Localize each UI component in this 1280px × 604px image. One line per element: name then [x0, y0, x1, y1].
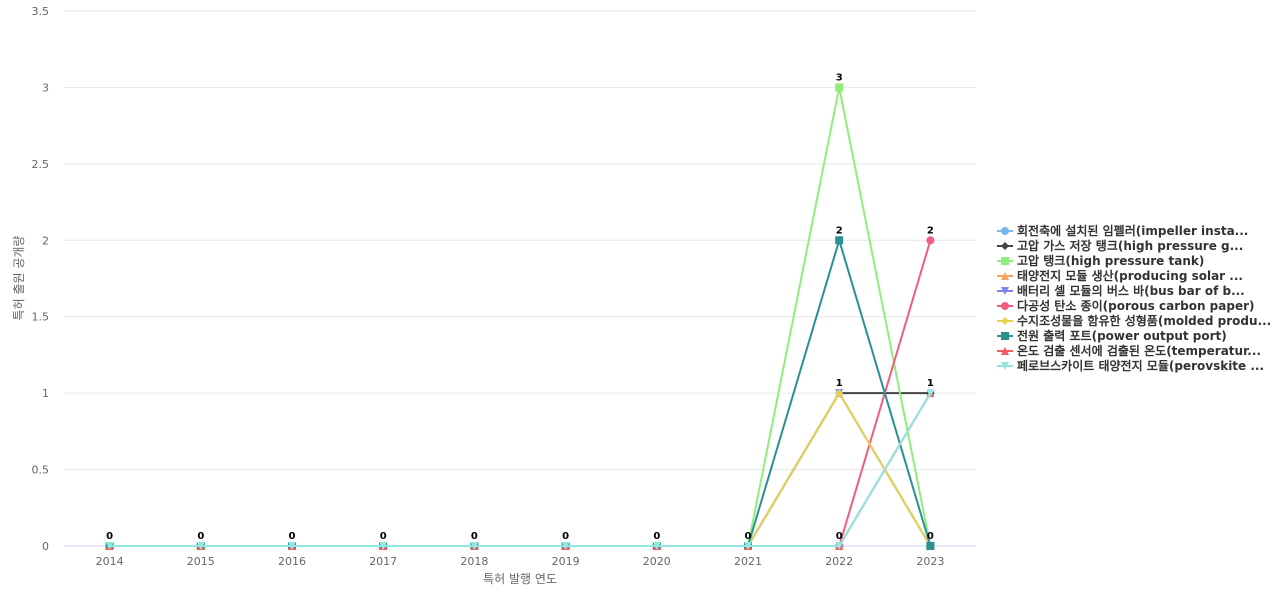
- data-point: [1001, 317, 1009, 325]
- y-tick-label: 3.5: [32, 5, 50, 18]
- y-tick-label: 2.5: [32, 158, 50, 171]
- x-tick-label: 2017: [369, 555, 397, 568]
- y-tick-label: 1.5: [32, 311, 50, 324]
- data-point: [470, 542, 479, 550]
- data-point: [288, 542, 296, 550]
- legend-label: 회전축에 설치된 임펠러(impeller insta...: [1017, 223, 1248, 238]
- series: [105, 389, 935, 550]
- data-label: 0: [106, 531, 113, 542]
- data-point: [926, 542, 935, 550]
- x-tick-label: 2015: [187, 555, 215, 568]
- data-label: 1: [927, 378, 934, 389]
- legend-label: 페로브스카이트 태양전지 모듈(perovskite ...: [1017, 358, 1264, 373]
- legend-label: 배터리 셀 모듈의 버스 바(bus bar of b...: [1017, 283, 1245, 298]
- data-label: 0: [380, 531, 387, 542]
- legend-label: 다공성 탄소 종이(porous carbon paper): [1017, 298, 1254, 313]
- data-label: 1: [836, 378, 843, 389]
- x-tick-label: 2014: [96, 555, 124, 568]
- data-label: 0: [197, 531, 204, 542]
- x-tick-label: 2023: [916, 555, 944, 568]
- legend-item: 회전축에 설치된 임펠러(impeller insta...: [997, 223, 1248, 238]
- data-point: [835, 236, 844, 245]
- x-tick-label: 2021: [734, 555, 762, 568]
- data-point: [1001, 287, 1009, 295]
- data-point: [835, 83, 844, 92]
- x-tick-label: 2016: [278, 555, 306, 568]
- legend-label: 전원 출력 포트(power output port): [1017, 328, 1227, 343]
- grid: [64, 10, 976, 547]
- data-label: 0: [289, 531, 296, 542]
- legend-item: 온도 검출 센서에 검출된 온도(temperatur...: [997, 343, 1261, 358]
- legend-item: 태양전지 모듈 생산(producing solar ...: [997, 268, 1243, 283]
- data-point: [744, 542, 752, 550]
- data-point: [835, 542, 844, 550]
- data-labels: 0 0 0 0 0 0 0 0 3 2 1 0 2 1 0: [106, 72, 934, 542]
- legend-item: 수지조성물을 함유한 성형품(molded produ...: [997, 313, 1271, 328]
- data-label: 0: [562, 531, 569, 542]
- legend-label: 수지조성물을 함유한 성형품(molded produ...: [1017, 313, 1271, 328]
- y-tick-label: 2: [42, 234, 49, 247]
- data-point: [1001, 302, 1009, 310]
- series-layer: [105, 83, 935, 550]
- data-point: [105, 542, 114, 550]
- legend-item: 배터리 셀 모듈의 버스 바(bus bar of b...: [997, 283, 1245, 298]
- legend-label: 고압 가스 저장 탱크(high pressure g...: [1017, 238, 1243, 253]
- data-point: [1001, 347, 1009, 355]
- legend: 회전축에 설치된 임펠러(impeller insta...고압 가스 저장 탱…: [997, 223, 1271, 373]
- x-tick-label: 2020: [643, 555, 671, 568]
- data-point: [1001, 272, 1009, 280]
- data-point: [379, 542, 388, 550]
- data-label: 3: [836, 72, 843, 83]
- legend-item: 다공성 탄소 종이(porous carbon paper): [997, 298, 1254, 313]
- data-point: [926, 389, 935, 398]
- data-label: 2: [836, 225, 843, 236]
- data-point: [1001, 362, 1009, 370]
- x-tick-label: 2022: [825, 555, 853, 568]
- legend-label: 태양전지 모듈 생산(producing solar ...: [1017, 268, 1243, 283]
- legend-item: 페로브스카이트 태양전지 모듈(perovskite ...: [997, 358, 1264, 373]
- data-label: 2: [927, 225, 934, 236]
- data-point: [196, 542, 205, 550]
- data-point: [926, 236, 935, 245]
- data-point: [1001, 332, 1009, 340]
- data-point: [1001, 227, 1009, 235]
- legend-label: 온도 검출 센서에 검출된 온도(temperatur...: [1017, 343, 1261, 358]
- legend-label: 고압 탱크(high pressure tank): [1017, 254, 1204, 268]
- y-tick-label: 0.5: [32, 464, 50, 477]
- data-point: [1001, 257, 1009, 265]
- legend-item: 전원 출력 포트(power output port): [997, 328, 1227, 343]
- data-point: [1001, 242, 1009, 250]
- legend-item: 고압 탱크(high pressure tank): [997, 254, 1204, 268]
- y-tick-label: 3: [42, 81, 49, 94]
- series-line: [108, 392, 932, 547]
- data-label: 0: [836, 531, 843, 542]
- x-tick-label: 2019: [552, 555, 580, 568]
- axes: 특허 발행 연도 특허 출원 공개량 0 0.5 1 1.5 2 2.5 3 3.5 2014 2…: [12, 5, 976, 586]
- legend-item: 고압 가스 저장 탱크(high pressure g...: [997, 238, 1243, 253]
- y-tick-label: 1: [42, 387, 49, 400]
- x-axis-title: 특허 발행 연도: [483, 571, 557, 586]
- data-label: 0: [653, 531, 660, 542]
- data-label: 0: [927, 531, 934, 542]
- data-label: 0: [471, 531, 478, 542]
- data-label: 0: [745, 531, 752, 542]
- data-point: [652, 542, 661, 550]
- y-tick-label: 0: [42, 540, 49, 553]
- y-axis-title: 특허 출원 공개량: [12, 236, 26, 321]
- x-tick-label: 2018: [460, 555, 488, 568]
- data-point: [561, 542, 570, 550]
- data-point: [835, 389, 844, 398]
